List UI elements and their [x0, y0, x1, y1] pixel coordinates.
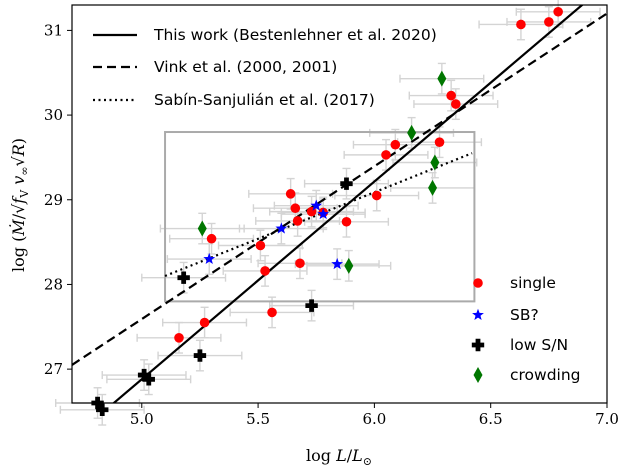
point-crowding	[344, 257, 354, 274]
legend-lines: This work (Bestenlehner et al. 2020) Vink…	[93, 26, 437, 109]
plot-frame	[71, 4, 608, 404]
y-tick-label: 28	[44, 275, 63, 293]
point-low-sn	[305, 299, 318, 312]
x-tick-label: 6.5	[479, 410, 503, 428]
x-tick-label: 5.0	[130, 410, 154, 428]
legend-marker-label: SB?	[510, 306, 539, 324]
y-tick-label: 27	[44, 360, 63, 378]
legend-marker-label: single	[510, 274, 556, 292]
point-low-sn	[142, 373, 155, 386]
y-tick-label: 29	[44, 191, 63, 209]
point-crowding	[430, 154, 440, 171]
highlight-box	[164, 131, 476, 303]
legend-marker	[473, 278, 483, 288]
legend-line-label: This work (Bestenlehner et al. 2020)	[153, 26, 437, 44]
point-sb	[317, 207, 330, 220]
point-low-sn	[96, 403, 109, 416]
point-sb	[310, 199, 323, 211]
point-single	[341, 216, 352, 227]
point-single	[390, 139, 401, 150]
point-sb	[203, 252, 216, 265]
svg-text:log (Ṁ/√fV v∞√R): log (Ṁ/√fV v∞√R)	[8, 138, 31, 272]
legend-line-label: Vink et al. (2000, 2001)	[154, 58, 337, 76]
point-single	[174, 332, 184, 343]
legend-marker-label: crowding	[510, 366, 581, 384]
point-sb	[275, 222, 288, 234]
y-tick-label: 31	[44, 21, 63, 39]
point-single	[255, 240, 266, 251]
data-points	[91, 6, 563, 416]
point-single	[292, 216, 303, 226]
legend-marker	[472, 308, 484, 321]
point-single	[371, 190, 382, 201]
point-low-sn	[340, 177, 353, 190]
point-low-sn	[193, 349, 207, 362]
axis-ticks: 5.0 5.5 6.0 6.5 7.0 27 28 29 30 31	[44, 21, 619, 428]
point-single	[446, 90, 456, 101]
y-tick-label: 30	[44, 106, 63, 124]
point-low-sn	[137, 368, 151, 382]
point-single	[434, 137, 445, 147]
legend-marker	[473, 367, 483, 383]
point-single	[206, 233, 217, 244]
point-single	[451, 99, 461, 109]
point-crowding	[437, 70, 447, 87]
point-single	[295, 258, 305, 269]
point-crowding	[197, 220, 207, 237]
point-low-sn	[177, 271, 190, 284]
point-single	[516, 19, 526, 30]
legend-markers: single SB? low S/N crowding	[471, 274, 581, 384]
point-single	[267, 307, 277, 318]
x-tick-label: 7.0	[595, 410, 619, 428]
legend-marker-label: low S/N	[510, 336, 568, 354]
x-tick-label: 6.0	[362, 410, 386, 428]
point-sb	[331, 257, 344, 270]
point-single	[260, 266, 270, 276]
point-crowding	[407, 124, 417, 141]
y-axis-label: log (Ṁ/√fV v∞√R)	[8, 138, 31, 272]
fit-line-this-work	[112, 5, 584, 403]
legend-line-label: Sabín-Sanjulián et al. (2017)	[154, 91, 375, 109]
fit-line-vink	[72, 12, 607, 366]
x-tick-label: 5.5	[246, 410, 270, 428]
point-single	[290, 203, 301, 214]
point-single	[544, 17, 554, 27]
point-single	[553, 6, 563, 17]
x-axis-label: log L/L⊙	[306, 446, 372, 468]
point-crowding	[428, 179, 438, 196]
fit-lines	[72, 5, 607, 403]
fit-line-sabin	[164, 152, 473, 278]
legend-marker	[471, 338, 485, 352]
selection-box	[164, 131, 476, 303]
point-single	[381, 150, 391, 160]
point-single	[285, 189, 296, 199]
point-single	[199, 317, 210, 328]
